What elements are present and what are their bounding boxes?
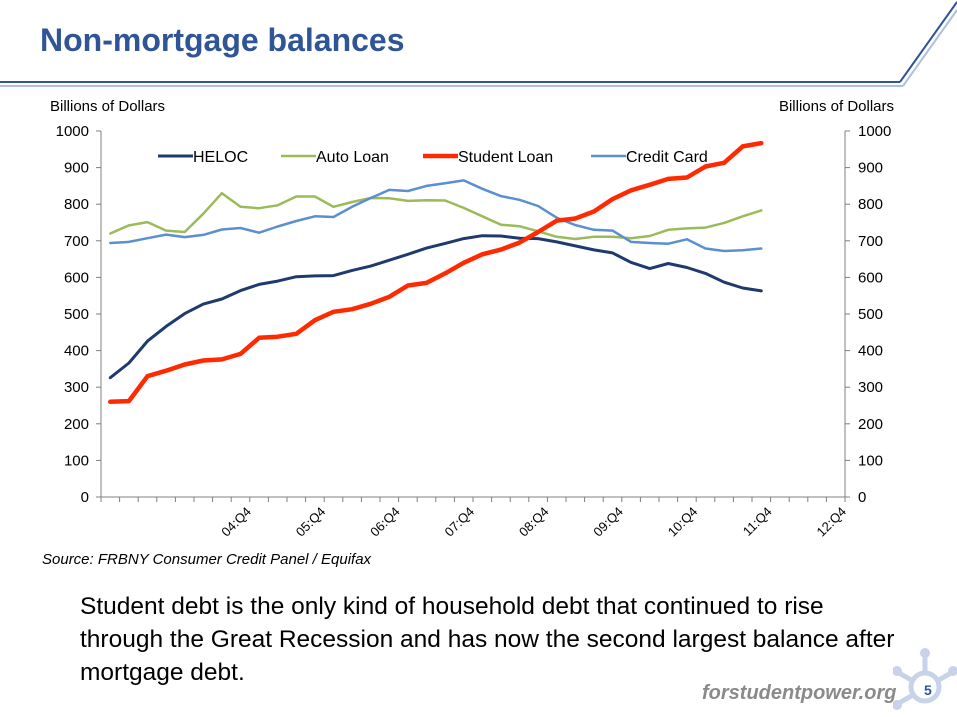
y-tick-label-left: 1000 (56, 123, 89, 140)
legend-label-heloc: HELOC (193, 149, 248, 166)
series-line-heloc (108, 234, 763, 380)
series-line-credit-card (109, 179, 763, 253)
y-tick-label-right: 200 (858, 416, 883, 433)
y-tick-label-right: 300 (858, 379, 883, 396)
snowflake-logo (893, 648, 957, 710)
series-line-student-loan (108, 140, 764, 405)
body-text: Student debt is the only kind of househo… (80, 593, 895, 686)
website-label: forstudentpower.org (702, 682, 897, 704)
legend-label-auto-loan: Auto Loan (316, 149, 389, 166)
x-tick-label: 05:Q4 (293, 504, 329, 540)
y-tick-label-left: 0 (81, 489, 89, 506)
legend-label-student-loan: Student Loan (458, 149, 553, 166)
slide-number: 5 (924, 682, 932, 698)
chart-legend: HELOC Auto Loan Student Loan Credit Card (158, 149, 708, 166)
x-tick-label: 11:Q4 (740, 504, 775, 539)
page-title: Non-mortgage balances (40, 22, 405, 58)
x-tick-label: 06:Q4 (367, 504, 403, 540)
y-tick-label-left: 900 (64, 160, 89, 177)
x-tick-label: 07:Q4 (442, 504, 478, 540)
y-tick-label-right: 600 (858, 269, 883, 286)
y-tick-label-left: 600 (64, 269, 89, 286)
y-tick-label-right: 500 (858, 306, 883, 323)
y-tick-label-right: 900 (858, 160, 883, 177)
line-chart: 0 0 100 100 200 200 300 300 400 400 500 500 600 600 70… (50, 98, 894, 540)
y-axis-label-left: Billions of Dollars (50, 98, 165, 115)
x-tick-label: 10:Q4 (665, 504, 701, 540)
chart-source: Source: FRBNY Consumer Credit Panel / Eq… (42, 551, 372, 568)
y-axis-label-right: Billions of Dollars (779, 98, 894, 115)
y-tick-label-left: 500 (64, 306, 89, 323)
x-tick-label: 12:Q4 (814, 504, 850, 540)
header-decoration (0, 1, 957, 87)
x-tick-label: 09:Q4 (590, 504, 626, 540)
y-tick-label-left: 700 (64, 233, 89, 250)
chart-series (108, 140, 764, 405)
y-tick-label-left: 200 (64, 416, 89, 433)
y-tick-label-right: 100 (858, 452, 883, 469)
x-tick-label: 04:Q4 (218, 504, 254, 540)
series-line-auto-loan (109, 191, 763, 241)
y-tick-label-left: 800 (64, 196, 89, 213)
y-tick-label-left: 100 (64, 452, 89, 469)
y-tick-label-right: 400 (858, 343, 883, 360)
legend-label-credit-card: Credit Card (626, 149, 708, 166)
y-tick-label-right: 700 (858, 233, 883, 250)
x-tick-label: 08:Q4 (516, 504, 552, 540)
y-tick-label-right: 1000 (858, 123, 891, 140)
y-tick-label-right: 0 (858, 489, 866, 506)
y-tick-label-left: 300 (64, 379, 89, 396)
y-tick-label-right: 800 (858, 196, 883, 213)
y-tick-label-left: 400 (64, 343, 89, 360)
